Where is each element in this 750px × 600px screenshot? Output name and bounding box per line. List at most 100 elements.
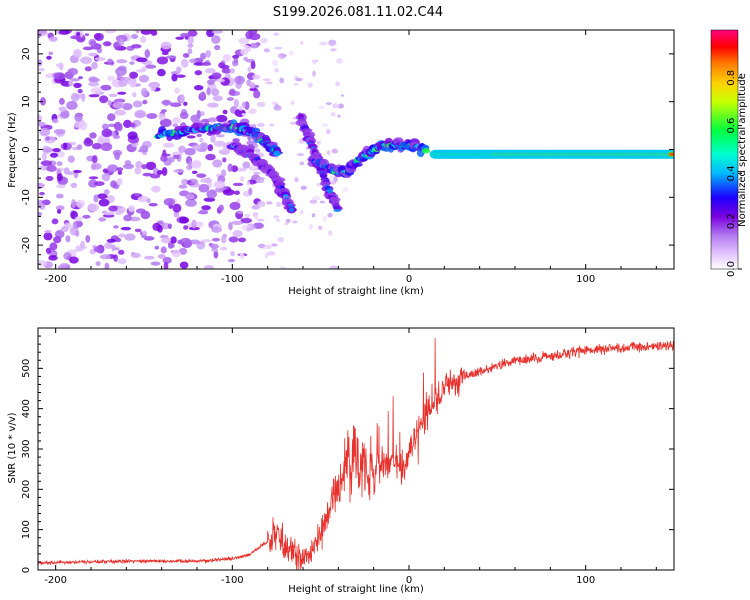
- noise-blob: [175, 36, 185, 40]
- noise-blob: [123, 214, 132, 222]
- noise-blob: [176, 66, 182, 74]
- noise-blob: [127, 131, 138, 140]
- noise-blob: [54, 230, 65, 239]
- noise-blob: [146, 112, 158, 120]
- noise-blob: [235, 167, 247, 172]
- noise-blob: [60, 226, 69, 233]
- noise-blob: [311, 59, 319, 63]
- noise-blob: [163, 142, 175, 148]
- noise-blob: [196, 173, 207, 178]
- noise-blob: [247, 66, 252, 72]
- noise-blob: [189, 58, 198, 64]
- noise-blob: [245, 45, 252, 52]
- band-halo: [352, 162, 363, 167]
- noise-blob: [120, 226, 132, 231]
- noise-blob: [113, 225, 119, 229]
- noise-blob: [249, 164, 256, 171]
- noise-blob: [214, 187, 225, 193]
- noise-blob: [189, 239, 201, 245]
- noise-blob: [115, 66, 127, 76]
- spectrogram-x-axis: -200 -100 0 100: [44, 30, 657, 285]
- noise-blob: [172, 117, 182, 124]
- noise-blob: [88, 203, 100, 212]
- noise-blob: [114, 109, 127, 116]
- noise-blob: [221, 68, 232, 74]
- noise-blob: [141, 164, 147, 170]
- noise-blob: [115, 211, 122, 216]
- noise-blob: [58, 106, 67, 112]
- noise-blob: [207, 117, 218, 123]
- noise-blob: [332, 103, 340, 109]
- noise-blob: [128, 204, 135, 213]
- noise-blob: [307, 82, 313, 88]
- noise-blob: [53, 128, 66, 135]
- noise-blob: [144, 255, 155, 260]
- noise-blob: [311, 196, 321, 201]
- noise-blob: [178, 145, 186, 153]
- noise-blob: [72, 221, 78, 229]
- noise-blob: [200, 178, 213, 183]
- noise-blob: [222, 157, 227, 163]
- noise-blob: [244, 213, 251, 218]
- noise-blob: [119, 76, 132, 81]
- noise-blob: [39, 127, 51, 137]
- noise-blob: [200, 239, 212, 243]
- noise-blob: [135, 30, 140, 34]
- noise-blob: [114, 98, 126, 103]
- noise-blob: [130, 44, 142, 49]
- noise-blob: [163, 197, 175, 206]
- noise-blob: [294, 177, 299, 183]
- noise-blob: [173, 211, 180, 218]
- noise-blob: [93, 194, 99, 203]
- noise-blob: [76, 144, 83, 150]
- noise-blob: [222, 189, 235, 196]
- noise-blob: [110, 180, 117, 188]
- noise-blob: [207, 102, 219, 108]
- noise-blob: [328, 39, 337, 46]
- noise-blob: [239, 176, 245, 182]
- colorbar-tick-label: 0.4: [726, 165, 737, 181]
- noise-blob: [221, 169, 227, 177]
- noise-blob: [329, 265, 338, 269]
- noise-blob: [171, 249, 181, 258]
- noise-blob: [253, 89, 261, 99]
- band-core: [422, 148, 431, 154]
- noise-blob: [321, 123, 329, 127]
- noise-blob: [107, 58, 114, 64]
- noise-blob: [252, 222, 264, 229]
- noise-blob: [55, 205, 65, 211]
- noise-blob: [200, 91, 206, 100]
- noise-blob: [226, 97, 234, 101]
- x-tick-label: 0: [406, 274, 412, 285]
- noise-blob: [98, 198, 110, 207]
- noise-blob: [139, 35, 147, 44]
- noise-blob: [274, 46, 283, 50]
- y-tick-label: 0: [21, 146, 32, 152]
- noise-blob: [67, 68, 79, 76]
- noise-blob: [242, 161, 251, 169]
- noise-blob: [187, 43, 194, 48]
- noise-blob: [246, 227, 251, 232]
- noise-blob: [98, 217, 106, 222]
- noise-blob: [73, 48, 82, 58]
- noise-blob: [154, 245, 159, 250]
- noise-blob: [300, 185, 307, 191]
- y-tick-label: 500: [21, 359, 32, 378]
- noise-blob: [236, 210, 244, 214]
- noise-blob: [55, 150, 65, 158]
- noise-blob: [49, 242, 58, 251]
- noise-blob: [107, 242, 112, 249]
- noise-blob: [106, 238, 117, 243]
- noise-blob: [183, 225, 189, 230]
- noise-blob: [207, 144, 214, 152]
- noise-blob: [49, 152, 59, 158]
- noise-blob: [59, 113, 66, 117]
- noise-blob: [317, 140, 321, 145]
- noise-blob: [326, 128, 331, 135]
- noise-blob: [211, 248, 219, 252]
- noise-blob: [116, 167, 124, 172]
- noise-blob: [80, 56, 92, 64]
- noise-blob: [273, 215, 280, 219]
- noise-blob: [38, 183, 46, 188]
